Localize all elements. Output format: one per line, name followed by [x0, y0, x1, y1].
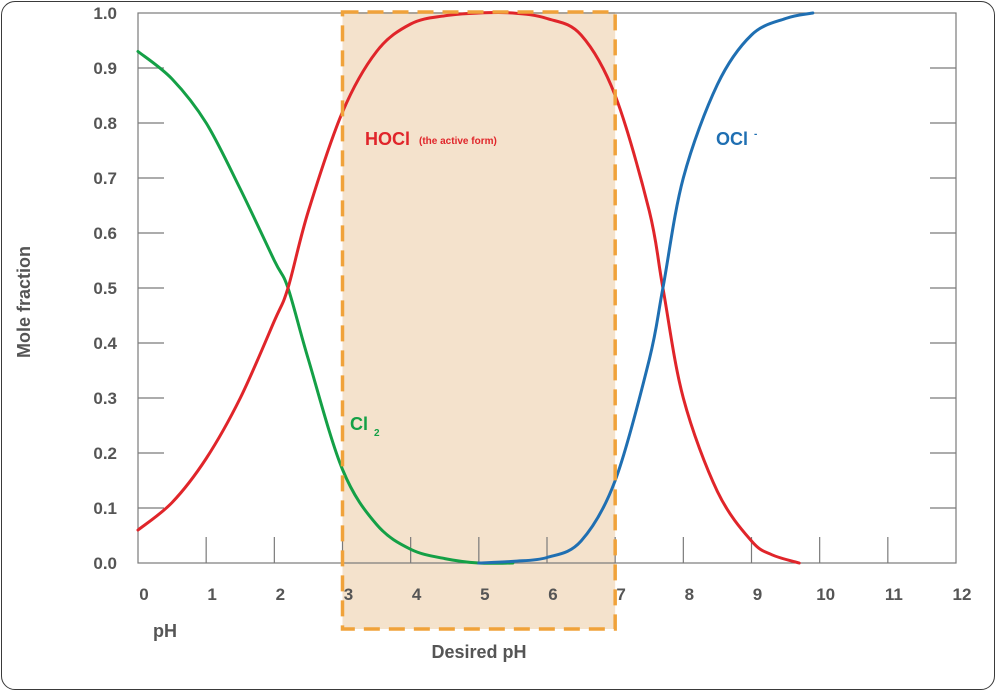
x-tick-label: 5	[480, 585, 489, 604]
x-tick-label: 8	[685, 585, 694, 604]
x-tick-label: 6	[548, 585, 557, 604]
y-tick-label: 0.0	[93, 554, 117, 573]
series-line-cl2	[136, 50, 515, 565]
y-tick-label: 0.2	[93, 444, 117, 463]
series-line-ocl	[477, 11, 815, 565]
hocl-label-note: (the active form)	[419, 136, 497, 147]
y-tick-label: 0.4	[93, 334, 117, 353]
desired-ph-outline	[340, 10, 617, 631]
y-tick-label: 0.7	[93, 169, 117, 188]
ocl-label-main: OCl	[716, 129, 748, 149]
cl2-label-subscript: 2	[374, 428, 380, 439]
y-axis-ticks: 0.0 0.1 0.2 0.3 0.4 0.5 0.6 0.7 0.8 0.9 1.0	[93, 4, 956, 573]
x-tick-label: 2	[276, 585, 285, 604]
hocl-label: HOCl (the active form)	[365, 129, 497, 149]
y-tick-label: 1.0	[93, 4, 117, 23]
y-tick-label: 0.5	[93, 279, 117, 298]
cl2-label-main: Cl	[350, 414, 368, 434]
x-tick-label: 12	[953, 585, 972, 604]
ocl-label-charge: -	[754, 129, 757, 140]
x-tick-label: 9	[753, 585, 762, 604]
desired-ph-region	[342, 12, 616, 629]
x-tick-label: 4	[412, 585, 422, 604]
y-axis-title: Mole fraction	[14, 246, 34, 358]
y-tick-label: 0.9	[93, 59, 117, 78]
y-tick-label: 0.1	[93, 499, 117, 518]
y-tick-label: 0.6	[93, 224, 117, 243]
x-tick-label: 7	[616, 585, 625, 604]
hocl-label-main: HOCl	[365, 129, 410, 149]
x-axis-title: pH	[153, 621, 177, 641]
x-tick-label: 3	[344, 585, 353, 604]
y-tick-label: 0.8	[93, 114, 117, 133]
cl2-label: Cl 2	[350, 414, 380, 439]
highlight-label: Desired pH	[431, 642, 526, 662]
x-tick-label: 1	[207, 585, 216, 604]
x-tick-label: 10	[816, 585, 835, 604]
x-tick-label: 11	[885, 585, 903, 604]
y-tick-label: 0.3	[93, 389, 117, 408]
ocl-label: OCl -	[716, 129, 757, 149]
x-tick-label: 0	[139, 585, 148, 604]
